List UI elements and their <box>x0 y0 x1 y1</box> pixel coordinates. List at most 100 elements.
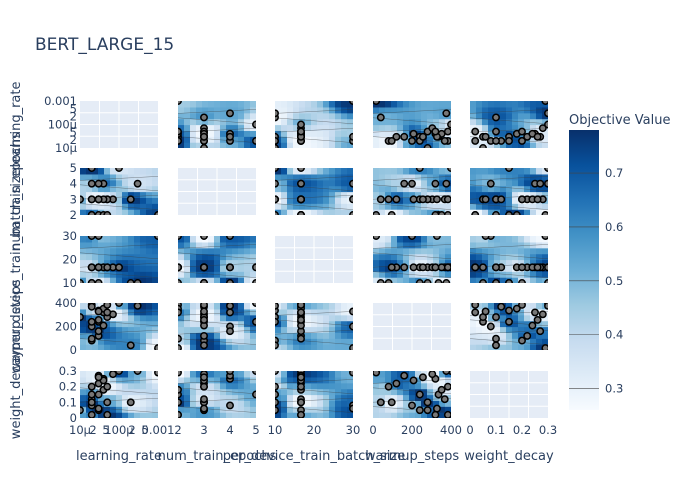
contour-cell <box>409 241 416 249</box>
contour-cell <box>281 173 288 181</box>
contour-cell <box>341 185 348 193</box>
contour-cell <box>220 406 227 413</box>
contour-cell <box>184 142 191 148</box>
trial-point <box>178 101 182 105</box>
trial-point <box>178 263 182 272</box>
panel-weight_decay-vs-weight_decay <box>470 371 548 418</box>
contour-cell <box>335 197 342 204</box>
contour-cell <box>397 406 404 413</box>
contour-cell <box>287 101 294 108</box>
contour-cell <box>373 412 380 418</box>
contour-cell <box>506 112 513 120</box>
contour-line <box>178 252 256 260</box>
trial-point <box>518 127 526 136</box>
contour-cell <box>98 241 105 249</box>
contour-cell <box>415 101 422 108</box>
contour-line <box>80 252 158 260</box>
contour-cell <box>238 344 245 350</box>
contour-cell <box>409 168 416 175</box>
trial-point <box>442 179 451 188</box>
contour-cell <box>445 247 451 255</box>
trial-point <box>87 334 96 343</box>
contour-cell <box>220 326 227 333</box>
contour-cell <box>518 308 525 316</box>
trial-point <box>443 410 451 418</box>
contour-cell <box>542 259 548 266</box>
contour-cell <box>214 371 221 378</box>
panel-num_train_epochs-vs-warmup_steps <box>373 168 451 215</box>
contour-cell <box>116 179 123 187</box>
contour-cell <box>439 376 446 384</box>
contour-cell <box>202 388 209 396</box>
contour-cell <box>476 320 483 328</box>
contour-cell <box>373 253 380 261</box>
trial-point <box>492 136 500 145</box>
contour-cell <box>317 101 324 108</box>
contour-cell <box>202 271 209 278</box>
contour-cell <box>379 371 386 378</box>
contour-line <box>178 406 256 413</box>
contour-cell <box>86 173 93 181</box>
trial-point <box>409 376 418 385</box>
contour-cell <box>184 412 191 418</box>
contour-cell <box>536 236 543 243</box>
trial-point <box>87 382 96 391</box>
contour-cell <box>178 142 185 148</box>
trial-point <box>103 398 112 407</box>
contour-cell <box>385 168 392 175</box>
contour-cell <box>196 394 203 401</box>
contour-cell <box>512 332 519 339</box>
contour-cell <box>178 118 185 126</box>
contour-cell <box>311 173 318 181</box>
contour-cell <box>238 247 245 255</box>
contour-cell <box>530 271 537 278</box>
contour-cell <box>146 412 153 418</box>
contour-cell <box>238 412 245 418</box>
contour-cell <box>190 314 197 322</box>
contour-cell <box>80 241 87 249</box>
contour-cell <box>403 376 410 384</box>
contour-cell <box>323 124 330 131</box>
contour-cell <box>524 142 531 148</box>
contour-cell <box>305 185 312 193</box>
contour-cell <box>323 326 330 333</box>
contour-cell <box>494 106 501 114</box>
contour-cell <box>202 259 209 266</box>
contour-cell <box>98 253 105 261</box>
contour-cell <box>293 179 300 187</box>
contour-cell <box>427 101 434 108</box>
trial-point <box>418 373 427 382</box>
contour-cell <box>397 209 404 215</box>
contour-line <box>373 244 451 249</box>
contour-cell <box>293 191 300 198</box>
contour-cell <box>470 332 477 339</box>
panel-warmup_steps-vs-weight_decay <box>470 303 548 350</box>
contour-cell <box>323 101 330 108</box>
contour-line <box>275 319 353 327</box>
contour-cell <box>391 241 398 249</box>
contour-cell <box>104 338 111 345</box>
contour-cell <box>122 326 129 333</box>
trial-point <box>423 398 432 407</box>
contour-cell <box>281 344 288 350</box>
contour-cell <box>379 124 386 131</box>
contour-cell <box>184 271 191 278</box>
trial-point <box>80 313 84 322</box>
contour-cell <box>305 209 312 215</box>
trial-point <box>200 113 208 122</box>
contour-cell <box>305 142 312 148</box>
contour-cell <box>397 394 404 401</box>
contour-cell <box>421 247 428 255</box>
contour-cell <box>287 326 294 333</box>
contour-cell <box>347 314 353 322</box>
contour-cell <box>110 247 117 255</box>
contour-cell <box>536 247 543 255</box>
trial-point <box>373 101 381 105</box>
trial-point <box>349 322 353 331</box>
trial-point <box>433 404 441 413</box>
contour-cell <box>305 124 312 131</box>
contour-cell <box>140 371 147 378</box>
contour-cell <box>293 371 300 378</box>
contour-cell <box>140 326 147 333</box>
contour-cell <box>196 130 203 137</box>
